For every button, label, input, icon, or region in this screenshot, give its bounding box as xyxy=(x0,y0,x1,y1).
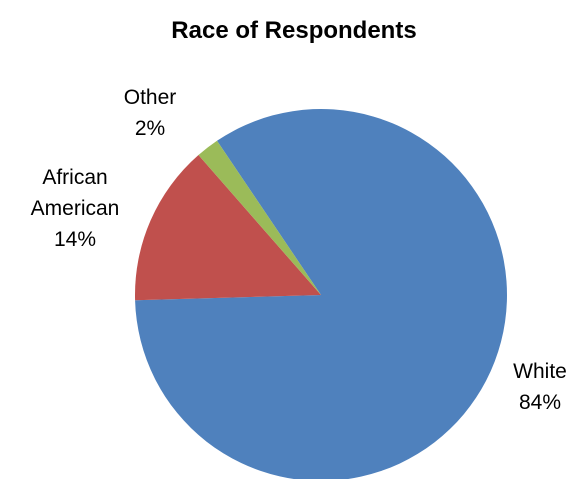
pie-slices xyxy=(134,109,507,479)
pie-slice-other xyxy=(198,140,321,295)
slice-label-white: White 84% xyxy=(513,360,567,414)
pie-slice-white xyxy=(135,109,507,479)
slice-label-african-american: African American 14% xyxy=(31,166,120,251)
slice-label-other: Other 2% xyxy=(124,86,177,140)
slice-labels: White 84% African American 14%Other 2% xyxy=(31,86,567,414)
pie-slice-african-american xyxy=(134,155,321,301)
chart-title: Race of Respondents xyxy=(171,17,416,44)
